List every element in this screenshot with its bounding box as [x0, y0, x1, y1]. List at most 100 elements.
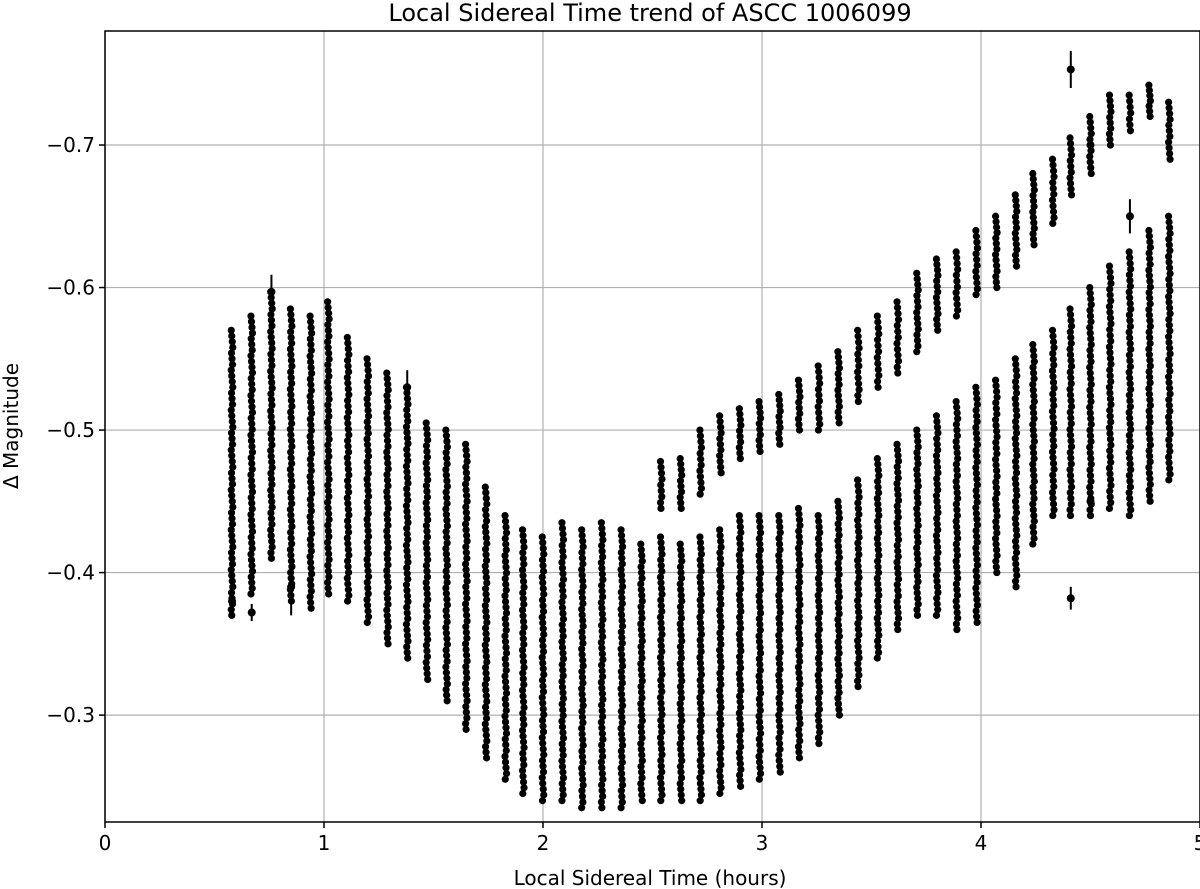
data-point [539, 584, 547, 593]
data-point [287, 368, 295, 376]
data-point [677, 568, 685, 577]
data-point [657, 682, 665, 690]
data-point [344, 442, 352, 450]
data-point [834, 621, 843, 629]
data-point [1049, 454, 1057, 462]
data-point [835, 643, 843, 652]
data-point [462, 509, 470, 517]
data-point [227, 549, 236, 557]
data-point [325, 315, 333, 323]
data-point [1050, 213, 1058, 222]
data-point [617, 747, 625, 755]
data-point [1086, 392, 1095, 400]
data-point [364, 544, 372, 552]
data-point [424, 556, 432, 564]
data-point [423, 447, 431, 456]
data-point [384, 617, 392, 625]
data-point [933, 277, 941, 285]
data-point [502, 701, 510, 709]
data-point [637, 745, 645, 753]
data-point [775, 740, 784, 748]
data-point [815, 586, 824, 594]
data-point [1029, 380, 1037, 389]
data-point [953, 608, 961, 617]
data-point [482, 675, 491, 683]
data-point [656, 653, 665, 661]
data-point [539, 768, 548, 776]
data-point [835, 419, 843, 427]
data-point [247, 374, 255, 383]
data-point [993, 568, 1001, 577]
data-point [267, 395, 276, 404]
data-point [402, 581, 411, 589]
data-point [894, 357, 903, 365]
data-point [423, 664, 431, 672]
data-point [324, 303, 332, 312]
data-point [894, 586, 902, 594]
data-point [287, 557, 295, 565]
data-point [383, 471, 391, 479]
data-point [324, 321, 332, 329]
data-point [932, 611, 941, 619]
data-point [756, 666, 764, 674]
data-point [697, 590, 706, 598]
data-point [874, 603, 882, 611]
data-point [835, 627, 843, 635]
data-point [579, 798, 587, 806]
data-point [775, 396, 783, 404]
data-point [248, 420, 256, 428]
data-point [717, 600, 725, 608]
data-point [228, 440, 237, 448]
data-point [247, 352, 255, 360]
data-point [442, 606, 450, 615]
data-point [1011, 213, 1020, 221]
data-point [894, 625, 902, 634]
data-point [854, 585, 862, 593]
data-point [638, 551, 646, 560]
data-point [933, 503, 942, 511]
data-point [816, 688, 824, 696]
data-point [933, 537, 941, 545]
data-point [463, 617, 471, 625]
data-point [345, 511, 353, 519]
data-point [755, 552, 763, 560]
data-point [795, 754, 804, 762]
data-point [736, 731, 744, 740]
data-point [462, 720, 470, 728]
data-point [1029, 369, 1038, 377]
data-point [383, 510, 391, 518]
data-point [873, 557, 882, 565]
data-point [578, 804, 586, 812]
data-point [364, 372, 373, 380]
data-point [307, 604, 315, 612]
data-point [268, 322, 276, 330]
data-point [404, 479, 412, 487]
data-point [913, 533, 922, 541]
data-point [1145, 249, 1153, 257]
data-point [422, 482, 431, 490]
data-point [482, 568, 490, 576]
data-point [1011, 435, 1019, 443]
data-point [1126, 299, 1134, 308]
data-point [933, 497, 941, 505]
data-point [755, 775, 763, 783]
data-point [1106, 372, 1114, 380]
data-point [953, 409, 961, 417]
data-point [1011, 251, 1020, 259]
x-tick-label: 3 [756, 831, 769, 855]
data-point [893, 345, 902, 353]
data-point [796, 601, 804, 609]
data-point [482, 596, 491, 604]
data-point [933, 457, 941, 466]
data-point [973, 261, 981, 270]
data-point [287, 311, 295, 319]
data-point [894, 333, 902, 342]
data-point [558, 519, 566, 527]
data-point [716, 755, 724, 763]
data-point [834, 353, 843, 361]
data-point [893, 463, 901, 471]
data-point [775, 677, 783, 685]
data-point [324, 498, 332, 506]
data-point [854, 505, 862, 513]
data-point [228, 378, 236, 386]
